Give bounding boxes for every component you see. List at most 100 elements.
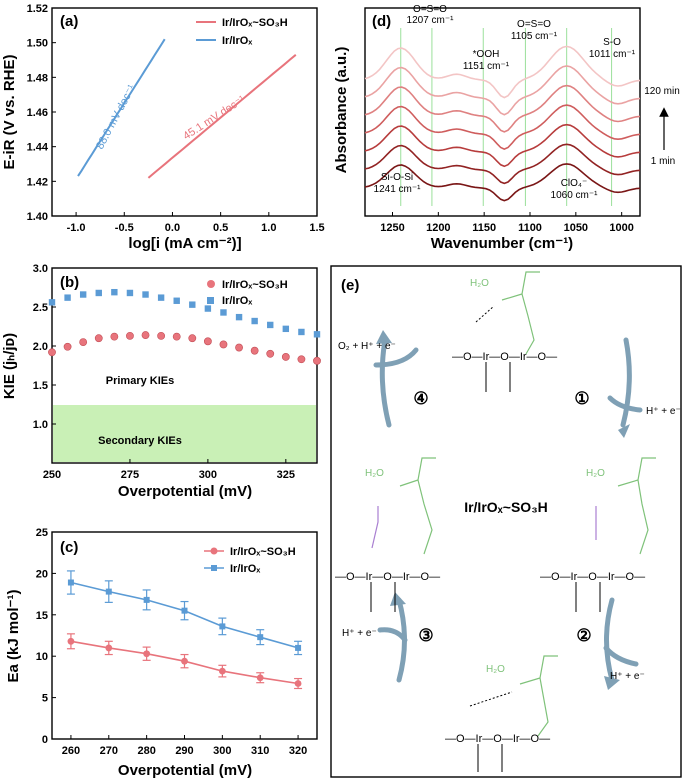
y-tick-label: 0 bbox=[42, 734, 48, 746]
annot-so: S-O bbox=[603, 37, 621, 48]
spectrum-6 bbox=[364, 143, 641, 185]
x-tick-label: 250 bbox=[43, 469, 61, 481]
secondary-kie-label: Secondary KIEs bbox=[98, 435, 182, 447]
y-tick-label: 2.5 bbox=[33, 302, 48, 314]
panel-d-frame bbox=[364, 7, 641, 217]
kie-point-so3h bbox=[188, 334, 197, 343]
panel-a-ylabel: E-iR (V vs. RHE) bbox=[1, 54, 18, 169]
kie-point-irox bbox=[313, 331, 321, 338]
x-tick-label: -0.5 bbox=[115, 222, 134, 234]
kie-point-so3h bbox=[94, 334, 103, 343]
ea-point-irox bbox=[181, 607, 188, 614]
kie-point-so3h bbox=[266, 349, 275, 358]
arrow-step-1 bbox=[620, 337, 632, 428]
kie-point-irox bbox=[189, 301, 196, 308]
legend-b-marker-1 bbox=[207, 280, 215, 288]
y-tick-label: 20 bbox=[36, 568, 48, 580]
panel-b-ylabel: KIE (jₕ/jᴅ) bbox=[1, 333, 18, 399]
time-label-1: 1 min bbox=[651, 156, 675, 167]
water-top: H₂O bbox=[470, 278, 489, 289]
y-tick-label: 3.0 bbox=[33, 263, 48, 275]
kie-point-irox bbox=[142, 291, 149, 298]
arrowhead-1 bbox=[618, 424, 630, 438]
tafel-line-ir-irox bbox=[77, 38, 166, 177]
annot-siosi: Si-O-Si bbox=[381, 172, 413, 183]
x-tick-label: 1200 bbox=[426, 222, 450, 234]
kie-point-so3h bbox=[110, 332, 119, 341]
y-tick-label: 5 bbox=[42, 693, 48, 705]
secondary-kie-region bbox=[53, 405, 316, 462]
kie-point-irox bbox=[204, 305, 212, 312]
kie-point-so3h bbox=[250, 346, 259, 355]
y-tick-label: 1.52 bbox=[27, 3, 48, 15]
kie-point-so3h bbox=[235, 343, 243, 352]
annot-ooh-wn: 1151 cm⁻¹ bbox=[463, 61, 510, 72]
kie-point-irox bbox=[157, 294, 165, 301]
ea-point-irox bbox=[257, 634, 264, 641]
kie-point-irox bbox=[111, 288, 118, 296]
kie-point-irox bbox=[235, 313, 243, 321]
kie-point-irox bbox=[79, 291, 87, 298]
sulfonate-chain-right bbox=[617, 457, 656, 555]
ea-point-so3h bbox=[256, 674, 264, 682]
chain-left: —O—Ir—O—Ir—O— bbox=[335, 571, 440, 583]
y-tick-label: 1.50 bbox=[27, 38, 48, 50]
cycle-arrows bbox=[373, 337, 643, 683]
x-tick-label: 1.0 bbox=[261, 222, 276, 234]
kie-point-so3h bbox=[48, 348, 56, 357]
y-tick-label: 1.42 bbox=[27, 176, 48, 188]
panel-a-xlabel: log[i (mA cm⁻²)] bbox=[128, 235, 241, 252]
kie-point-irox bbox=[64, 294, 71, 301]
panel-c-xlabel: Overpotential (mV) bbox=[118, 762, 252, 779]
x-tick-label: 275 bbox=[121, 469, 139, 481]
panel-c: 260 270 280 290 300 310 320 0 5 10 15 20 25 (c) Over… bbox=[5, 527, 318, 779]
y-tick-label: 1.44 bbox=[27, 142, 49, 154]
kie-point-so3h bbox=[219, 340, 228, 349]
arrow-branch-1 bbox=[607, 395, 643, 413]
catalyst-label: Ir/IrOₓ~SO₃H bbox=[464, 499, 548, 515]
kie-point-so3h bbox=[313, 356, 321, 365]
kie-point-so3h bbox=[141, 331, 150, 339]
ea-point-irox bbox=[143, 596, 150, 603]
legend-b-label-2: Ir/IrOₓ bbox=[222, 295, 253, 307]
arrow-branch-3 bbox=[377, 627, 408, 643]
kie-point-irox bbox=[282, 325, 290, 333]
annot-clo4-wn: 1060 cm⁻¹ bbox=[551, 190, 599, 201]
y-tick-label: 1.5 bbox=[33, 380, 48, 392]
annot-oso-1105-wn: 1105 cm⁻¹ bbox=[511, 31, 558, 42]
panel-b: 250 275 300 325 1.0 1.5 2.0 2.5 3.0 (b) Primary … bbox=[1, 263, 321, 500]
panel-c-label: (c) bbox=[60, 539, 78, 556]
panel-b-xlabel: Overpotential (mV) bbox=[118, 483, 252, 500]
chain-right: —O—Ir—O—Ir—O— bbox=[540, 571, 645, 583]
ea-point-irox bbox=[105, 588, 112, 595]
step-4-number: ④ bbox=[413, 389, 428, 408]
panel-d-xlabel: Wavenumber (cm⁻¹) bbox=[431, 235, 573, 252]
annot-oso-1207: O=S=O bbox=[413, 4, 447, 15]
kie-point-so3h bbox=[126, 331, 134, 340]
spectrum-2 bbox=[364, 65, 641, 116]
annot-siosi-wn: 1241 cm⁻¹ bbox=[374, 184, 422, 195]
kie-point-irox bbox=[95, 289, 102, 297]
chain-top: —O—Ir—O—Ir—O— bbox=[452, 351, 557, 363]
structure-left: H₂O —O—Ir—O—Ir—O— bbox=[335, 457, 440, 612]
sulfonate-chain-left bbox=[399, 457, 436, 555]
annot-oso-1207-wn: 1207 cm⁻¹ bbox=[407, 15, 455, 26]
panel-e-frame bbox=[330, 265, 682, 778]
product-step-4: O₂ + H⁺ + e⁻ bbox=[338, 341, 396, 352]
annot-clo4: ClO₄⁻ bbox=[561, 178, 588, 189]
panel-b-label: (b) bbox=[60, 274, 79, 291]
product-step-2: H⁺ + e⁻ bbox=[610, 671, 645, 682]
ir-bonds-right bbox=[575, 582, 601, 612]
hbond-bottom bbox=[469, 691, 513, 707]
panel-c-ylabel: Ea (kJ mol⁻¹) bbox=[5, 590, 22, 683]
kie-point-irox bbox=[267, 321, 274, 329]
x-tick-label: 280 bbox=[137, 745, 155, 757]
panel-a: -1.0 -0.5 0.0 0.5 1.0 1.5 1.40 1.42 1.44 1.46 1.48… bbox=[1, 3, 325, 252]
x-tick-label: 270 bbox=[100, 745, 118, 757]
x-tick-label: 320 bbox=[289, 745, 307, 757]
ir-bonds-bottom bbox=[477, 744, 503, 772]
ea-point-irox bbox=[219, 623, 226, 630]
product-step-3: H⁺ + e⁻ bbox=[342, 628, 377, 639]
kie-point-irox bbox=[220, 309, 227, 316]
step-2-number: ② bbox=[576, 626, 591, 645]
